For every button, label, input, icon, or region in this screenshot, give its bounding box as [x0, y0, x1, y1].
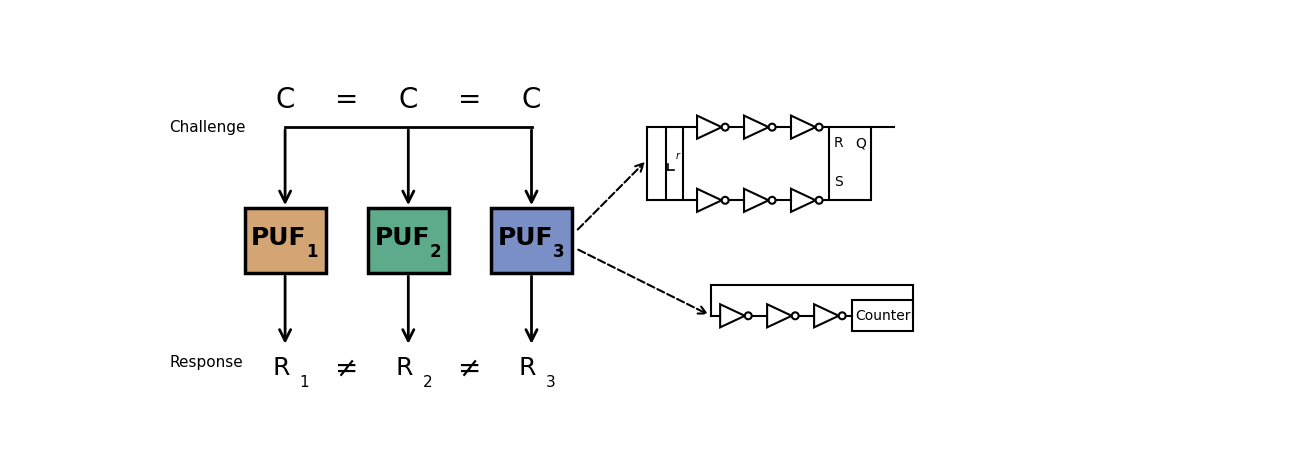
Text: Q: Q [855, 136, 866, 150]
Text: S: S [835, 175, 842, 189]
Text: R: R [835, 136, 844, 150]
FancyBboxPatch shape [666, 127, 684, 200]
Text: 2: 2 [422, 374, 433, 390]
FancyBboxPatch shape [828, 127, 871, 200]
Text: 2: 2 [429, 243, 441, 261]
Text: ≠: ≠ [459, 354, 481, 382]
Text: =: = [335, 86, 359, 114]
FancyBboxPatch shape [244, 208, 325, 274]
Text: PUF: PUF [251, 225, 307, 250]
Text: =: = [458, 86, 481, 114]
Text: 3: 3 [552, 243, 564, 261]
Text: C: C [521, 86, 541, 114]
Text: r: r [676, 151, 680, 161]
Text: C: C [399, 86, 419, 114]
Text: Response: Response [169, 355, 243, 369]
FancyBboxPatch shape [368, 208, 448, 274]
Text: PUF: PUF [498, 225, 552, 250]
Text: 3: 3 [546, 374, 555, 390]
Text: R: R [395, 356, 413, 380]
FancyBboxPatch shape [491, 208, 572, 274]
Text: R: R [519, 356, 537, 380]
Text: R: R [273, 356, 290, 380]
Text: 1: 1 [307, 243, 317, 261]
FancyBboxPatch shape [852, 301, 914, 331]
Text: PUF: PUF [374, 225, 430, 250]
Text: Challenge: Challenge [169, 120, 246, 135]
Text: Counter: Counter [855, 309, 910, 323]
Text: 1: 1 [299, 374, 309, 390]
Text: C: C [276, 86, 295, 114]
Text: ≠: ≠ [335, 354, 359, 382]
